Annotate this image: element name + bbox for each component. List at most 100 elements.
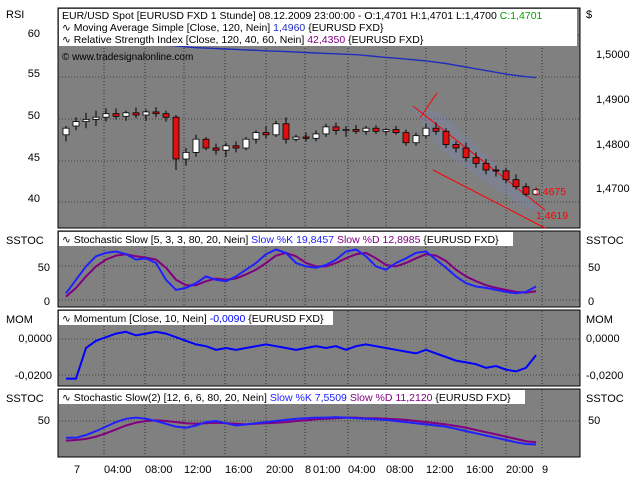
candle-body xyxy=(62,127,70,136)
stoch2-k-line xyxy=(66,416,537,446)
candle-body xyxy=(292,136,300,140)
candle-body xyxy=(192,138,200,153)
price-left-tick: 45 xyxy=(28,152,40,164)
price-right-tick: 1,4900 xyxy=(596,94,630,106)
candle-body xyxy=(82,119,90,123)
stoch2-legend: ∿ Stochastic Slow(2) [12, 6, 6, 80, 20, … xyxy=(62,392,511,404)
price-left-tick: 55 xyxy=(28,68,40,80)
stoch1-d-label: Slow %D 12,8985 xyxy=(337,234,421,246)
candle-body xyxy=(142,111,150,116)
wave-glyph: ∿ xyxy=(62,313,74,325)
momentum-name: Momentum [Close, 10, Nein] xyxy=(74,313,207,325)
price-panel: RSI $ 60 55 50 45 40 1,5000 1,4900 1,480… xyxy=(6,7,630,229)
x-tick: 8 xyxy=(305,464,311,476)
price-legend-box xyxy=(59,9,577,46)
candle-body xyxy=(512,179,520,188)
candle-body xyxy=(262,132,270,136)
momentum-line xyxy=(66,330,537,380)
x-tick: 20:00 xyxy=(506,464,534,476)
stoch2-tail: {EURUSD FXD} xyxy=(435,392,511,404)
momentum-left-axis-label: MOM xyxy=(6,314,33,326)
x-tick: 04:00 xyxy=(104,464,132,476)
stoch2-k-label: Slow %K 7,5509 xyxy=(270,392,347,404)
candle-body xyxy=(122,112,130,117)
wave-glyph: ∿ xyxy=(62,34,74,46)
candle-body xyxy=(172,116,180,160)
x-tick: 08:00 xyxy=(145,464,173,476)
price-legend-line1: EUR/USD Spot [EURUSD FXD 1 Stunde] 08.12… xyxy=(62,10,543,22)
candle-body xyxy=(252,132,260,140)
stoch1-right-tick: 50 xyxy=(588,262,600,274)
x-tick: 12:00 xyxy=(426,464,454,476)
candle-body xyxy=(102,113,110,118)
stoch2-legend-box xyxy=(59,390,525,404)
x-axis: 7 04:00 08:00 12:00 16:00 20:00 8 01:00 … xyxy=(74,464,548,476)
momentum-left-tick: -0,0200 xyxy=(15,370,52,382)
price-right-tick: 1,4800 xyxy=(596,139,630,151)
candle-body xyxy=(92,116,100,120)
wave-glyph: ∿ xyxy=(62,392,74,404)
candle-body xyxy=(482,162,490,171)
candle-body xyxy=(182,151,190,160)
candle-body xyxy=(302,136,310,139)
candle-body xyxy=(492,169,500,172)
stoch1-legend: ∿ Stochastic Slow [5, 3, 3, 80, 20, Nein… xyxy=(62,234,499,246)
price-left-axis-label: RSI xyxy=(6,9,24,21)
stoch2-right-tick: 50 xyxy=(588,415,600,427)
trend-line-lower xyxy=(432,169,546,229)
candle-body xyxy=(432,127,440,132)
copyright-text: © www.tradesignalonline.com xyxy=(62,52,193,63)
ma-value: 1,4960 xyxy=(273,22,305,34)
momentum-panel: ∿ Momentum [Close, 10, Nein] -0,0090 {EU… xyxy=(6,309,623,387)
candle-body xyxy=(402,132,410,144)
price-left-tick: 50 xyxy=(28,110,40,122)
x-tick: 16:00 xyxy=(225,464,253,476)
stoch1-lines xyxy=(65,248,537,298)
momentum-value: -0,0090 xyxy=(210,313,246,325)
price-right-tick: 1,4700 xyxy=(596,183,630,195)
candle-body xyxy=(152,111,160,115)
momentum-lines xyxy=(66,330,537,380)
close-value: C:1,4701 xyxy=(500,10,543,22)
stoch1-tail: {EURUSD FXD} xyxy=(423,234,499,246)
x-tick: 01:00 xyxy=(313,464,341,476)
stoch2-right-axis-label: SSTOC xyxy=(586,393,624,405)
candle-body xyxy=(422,127,430,137)
candle-body xyxy=(162,113,170,118)
rsi-name: Relative Strength Index [Close, 120, 40,… xyxy=(74,34,305,46)
stoch2-left-axis-label: SSTOC xyxy=(6,393,44,405)
stoch1-k-line xyxy=(65,248,537,295)
stoch1-right-tick: 0 xyxy=(588,296,594,308)
stoch1-d-line xyxy=(65,251,537,298)
stoch2-d-label: Slow %D 11,2120 xyxy=(350,392,433,404)
candle-body xyxy=(332,126,340,131)
candle-body xyxy=(532,189,540,195)
candle-body xyxy=(72,121,80,127)
last-price-label: 1,4675 xyxy=(534,186,566,198)
momentum-left-tick: 0,0000 xyxy=(18,333,52,345)
candle-body xyxy=(472,157,480,164)
candle-body xyxy=(522,186,530,195)
ma-name: Moving Average Simple [Close, 120, Nein] xyxy=(74,22,271,34)
candle-body xyxy=(382,129,390,132)
price-right-axis-label: $ xyxy=(586,9,592,21)
stoch1-legend-box xyxy=(59,232,513,246)
wave-glyph: ∿ xyxy=(62,234,74,246)
stoch1-name: Stochastic Slow [5, 3, 3, 80, 20, Nein] xyxy=(74,234,249,246)
candles xyxy=(62,107,540,197)
candle-body xyxy=(372,127,380,132)
price-right-ticks: 1,5000 1,4900 1,4800 1,4700 xyxy=(596,49,630,195)
candle-body xyxy=(222,145,230,151)
price-left-tick: 40 xyxy=(28,193,40,205)
ma-tail: {EURUSD FXD} xyxy=(308,22,384,34)
price-legend-line3: ∿ Relative Strength Index [Close, 120, 4… xyxy=(62,34,424,46)
candle-body xyxy=(502,170,510,181)
trend-price-label: 1,4619 xyxy=(536,210,568,222)
price-left-ticks: 60 55 50 45 40 xyxy=(28,28,40,205)
x-tick: 7 xyxy=(74,464,80,476)
candle-body xyxy=(132,112,140,116)
stoch2-name: Stochastic Slow(2) [12, 6, 6, 80, 20, Ne… xyxy=(74,392,267,404)
momentum-right-tick: 0,0000 xyxy=(586,333,620,345)
momentum-legend-box xyxy=(59,311,333,325)
